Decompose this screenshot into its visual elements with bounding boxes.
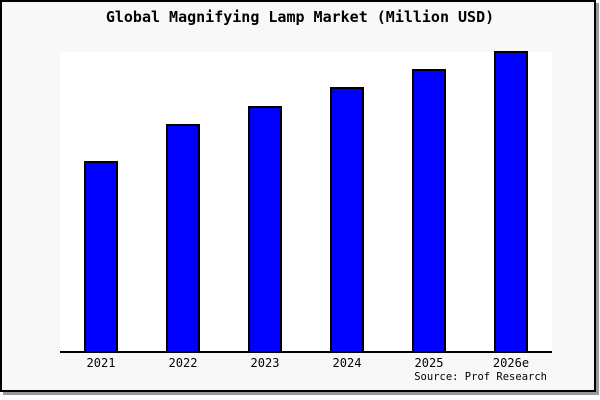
bar-2024 (330, 87, 364, 351)
x-tick-label-2025: 2025 (414, 356, 444, 370)
x-tick-label-2026e: 2026e (492, 356, 530, 370)
x-axis-labels: 2021 2022 2023 2024 2025 2026e (60, 357, 552, 371)
chart-frame: Global Magnifying Lamp Market (Million U… (0, 0, 596, 392)
bar-2025 (412, 69, 446, 351)
x-tick-label-2024: 2024 (332, 356, 362, 370)
bar-2026e (493, 50, 528, 351)
x-tick-label-2023: 2023 (250, 356, 280, 370)
plot-area (60, 50, 552, 353)
x-tick-label-2021: 2021 (86, 356, 116, 370)
bar-2022 (166, 124, 200, 351)
bar-2023 (248, 105, 282, 351)
x-tick-label-2022: 2022 (168, 356, 198, 370)
bar-2021 (83, 161, 118, 351)
chart-title: Global Magnifying Lamp Market (Million U… (105, 8, 495, 26)
source-note: Source: Prof Research (414, 371, 547, 383)
